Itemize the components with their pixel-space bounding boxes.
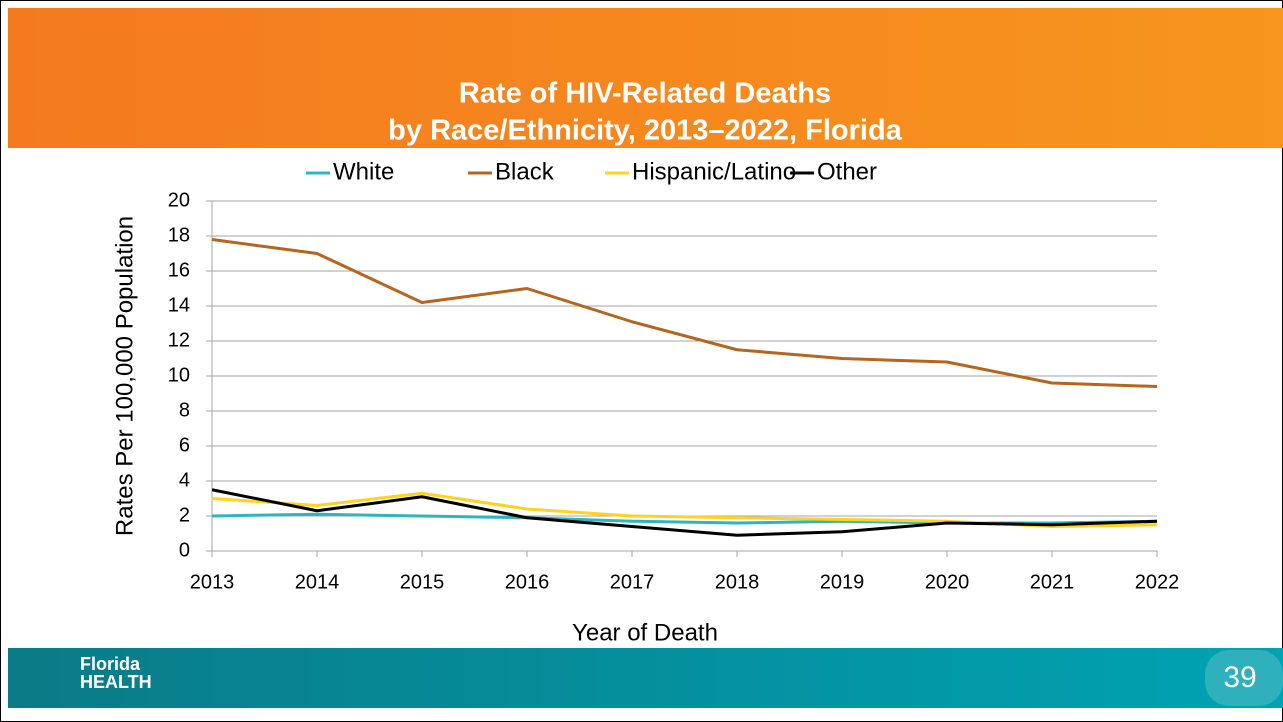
- legend-label: Black: [495, 158, 555, 185]
- x-tick-label: 2022: [1135, 571, 1180, 593]
- y-tick-label: 8: [179, 399, 190, 421]
- logo: Florida: [80, 654, 141, 674]
- legend-label: Hispanic/Latino: [632, 158, 796, 185]
- chart-title: Rate of HIV-Related Deaths: [459, 78, 831, 110]
- series-line: [211, 488, 1158, 537]
- header-band: [8, 8, 1283, 148]
- y-tick-label: 2: [179, 504, 190, 526]
- y-tick-label: 18: [168, 224, 190, 246]
- x-tick-label: 2020: [925, 571, 970, 593]
- x-axis-label: Year of Death: [572, 619, 718, 646]
- page-number-box: [1205, 650, 1283, 706]
- y-axis-label: Rates Per 100,000 Population: [111, 216, 138, 536]
- y-tick-label: 12: [168, 329, 190, 351]
- y-tick-label: 6: [179, 434, 190, 456]
- y-tick-label: 10: [168, 364, 190, 386]
- x-tick-label: 2018: [715, 571, 760, 593]
- x-tick-label: 2014: [295, 571, 340, 593]
- page-number: 39: [1223, 661, 1256, 694]
- x-tick-label: 2019: [820, 571, 865, 593]
- x-tick-label: 2016: [505, 571, 550, 593]
- y-tick-label: 14: [168, 294, 190, 316]
- legend-label: White: [333, 158, 394, 185]
- y-tick-label: 4: [179, 469, 190, 491]
- series-line: [211, 238, 1158, 388]
- x-tick-label: 2015: [400, 571, 445, 593]
- x-tick-label: 2021: [1030, 571, 1075, 593]
- y-tick-label: 20: [168, 189, 190, 211]
- x-tick-label: 2017: [610, 571, 655, 593]
- y-tick-label: 0: [179, 539, 190, 561]
- y-tick-label: 16: [168, 259, 190, 281]
- chart-title: by Race/Ethnicity, 2013–2022, Florida: [388, 115, 903, 147]
- logo: HEALTH: [80, 672, 152, 692]
- footer-band: [8, 648, 1283, 708]
- x-tick-label: 2013: [190, 571, 235, 593]
- legend-label: Other: [817, 158, 877, 185]
